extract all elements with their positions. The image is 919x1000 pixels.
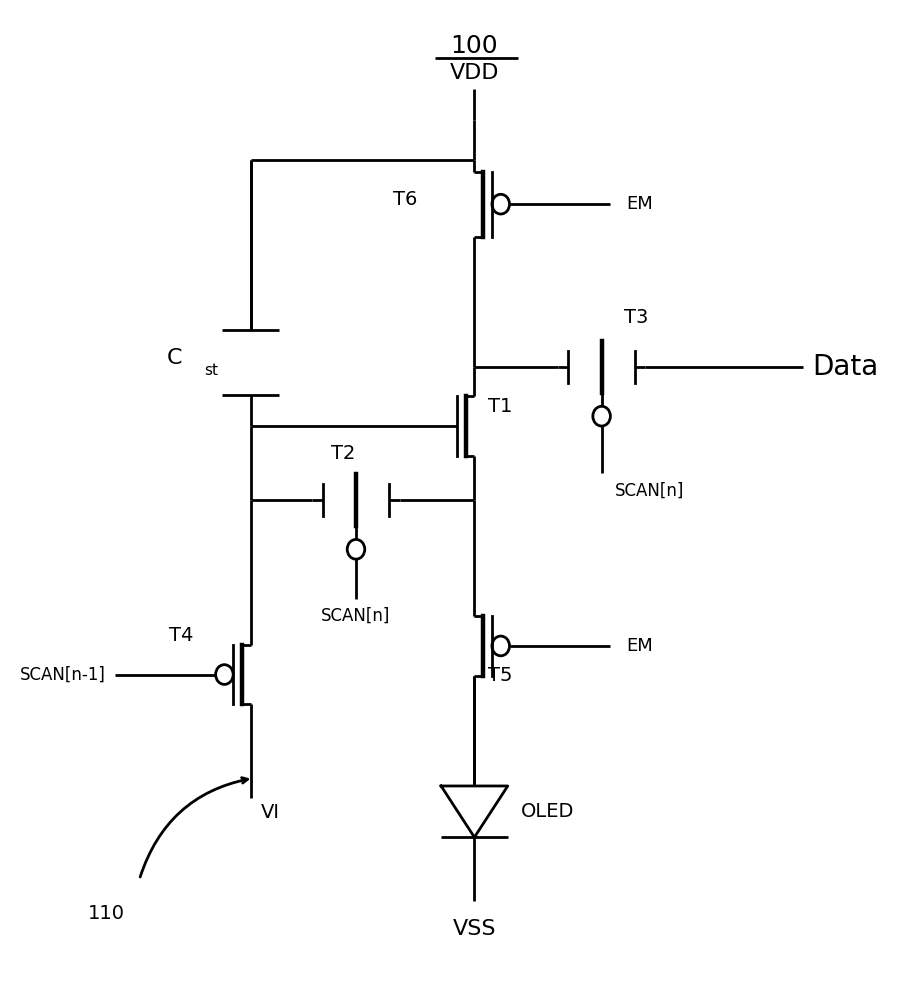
Text: T5: T5 [487,666,512,685]
Text: T6: T6 [392,190,417,209]
Text: VSS: VSS [452,919,495,939]
Text: VI: VI [261,803,280,822]
Text: 110: 110 [87,904,124,923]
Text: T1: T1 [487,397,511,416]
Text: OLED: OLED [520,802,573,821]
Text: T4: T4 [169,626,194,645]
Text: Data: Data [811,353,878,381]
Text: EM: EM [626,195,652,213]
Text: SCAN[n]: SCAN[n] [614,481,684,499]
Text: T3: T3 [623,308,647,327]
Text: EM: EM [626,637,652,655]
Text: T2: T2 [330,444,355,463]
Text: SCAN[n]: SCAN[n] [321,606,391,624]
Text: st: st [204,363,219,378]
Text: VDD: VDD [449,63,499,83]
Text: 100: 100 [450,34,498,58]
Text: C: C [167,348,183,368]
Text: SCAN[n-1]: SCAN[n-1] [20,666,106,684]
